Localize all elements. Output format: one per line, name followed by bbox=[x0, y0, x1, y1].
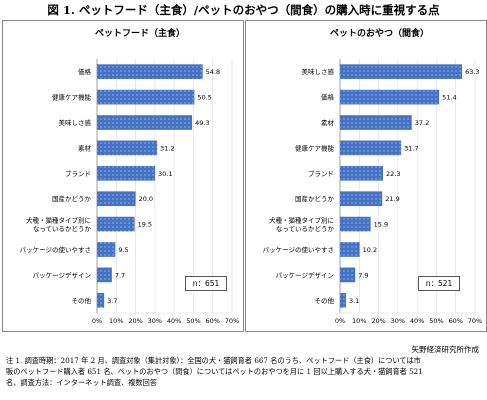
bar-value-label: 54.8 bbox=[206, 68, 220, 76]
bar bbox=[340, 165, 384, 181]
category-label: パッケージの使いやすさ bbox=[20, 245, 91, 254]
bar bbox=[340, 64, 463, 80]
bar bbox=[97, 89, 195, 105]
category-label: 犬種・猫種タイプ別に bbox=[26, 215, 91, 224]
bar-value-label: 37.2 bbox=[415, 119, 429, 127]
x-tick-label: 10% bbox=[109, 317, 123, 325]
bar bbox=[340, 89, 440, 105]
bar-chart-pet-food: 0% 10% 20% 30% 40% 50% 60% 70% 54.8 価格 50.5 健康ケア機能 4… bbox=[20, 59, 239, 325]
category-label: ブランド bbox=[65, 169, 91, 178]
sample-size-box-pet-food: n：651 bbox=[185, 276, 227, 292]
x-tick-label: 20% bbox=[128, 317, 142, 325]
bar-value-label: 49.3 bbox=[195, 119, 209, 127]
bar bbox=[97, 216, 135, 232]
chart-panel-pet-food: ペットフード（主食） 0% 10% 20% 30% 40% 50% 60% 70% 54.8 価格… bbox=[2, 20, 244, 332]
category-label: なっているかどうか bbox=[33, 225, 92, 233]
category-label: 国産かどうか bbox=[52, 194, 92, 203]
category-label: 美味しさ感 bbox=[302, 67, 335, 76]
bar-value-label: 51.4 bbox=[442, 94, 456, 102]
x-tick-label: 20% bbox=[371, 317, 385, 325]
bar-value-label: 10.2 bbox=[363, 246, 377, 254]
x-tick-label: 70% bbox=[468, 317, 482, 325]
bar bbox=[97, 242, 116, 257]
category-label: その他 bbox=[72, 296, 92, 305]
category-label: その他 bbox=[315, 296, 335, 305]
source-credit: 矢野経済研究所作成 bbox=[411, 345, 480, 354]
category-label: 犬種・猫種タイプ別に bbox=[269, 215, 334, 224]
bar bbox=[340, 292, 346, 308]
category-label: パッケージデザイン bbox=[33, 270, 91, 279]
category-label: 価格 bbox=[321, 93, 335, 102]
survey-notes: 注 1. 調査時期：2017 年 2 月、調査対象（集計対象）：全国の犬・猫飼育… bbox=[6, 355, 484, 388]
x-tick-label: 50% bbox=[429, 317, 443, 325]
bar bbox=[340, 267, 356, 283]
panel-title-pet-snack: ペットのおやつ（間食） bbox=[326, 27, 434, 41]
bar bbox=[340, 242, 360, 257]
x-tick-label: 30% bbox=[148, 317, 162, 325]
x-tick-label: 0% bbox=[335, 317, 345, 325]
x-tick-label: 60% bbox=[448, 317, 462, 325]
bar-value-label: 20.0 bbox=[139, 195, 153, 203]
bar bbox=[97, 64, 203, 80]
x-tick-label: 60% bbox=[205, 317, 219, 325]
bar-value-label: 31.2 bbox=[160, 144, 174, 152]
bar-value-label: 19.5 bbox=[138, 221, 152, 229]
x-tick-label: 40% bbox=[167, 317, 181, 325]
category-label: 素材 bbox=[321, 118, 335, 127]
bar bbox=[97, 165, 156, 181]
x-tick-label: 0% bbox=[92, 317, 102, 325]
bar-value-label: 3.1 bbox=[349, 297, 359, 305]
bar-value-label: 9.5 bbox=[118, 246, 128, 254]
chart-panel-pet-snack: ペットのおやつ（間食） 0% 10% 20% 30% 40% 50% 60% 70% 63.3 美… bbox=[245, 20, 487, 332]
bar bbox=[97, 267, 112, 283]
x-tick-label: 30% bbox=[391, 317, 405, 325]
figure-title: 図 1. ペットフード（主食）/ペットのおやつ（間食）の購入時に重視する点 bbox=[47, 3, 440, 17]
panel-title-pet-food: ペットフード（主食） bbox=[91, 27, 190, 41]
bar-value-label: 50.5 bbox=[197, 94, 211, 102]
bar bbox=[340, 140, 402, 156]
bar-chart-pet-snack: 0% 10% 20% 30% 40% 50% 60% 70% 63.3 美味しさ感 51.4 価格 37… bbox=[263, 59, 482, 325]
category-label: なっているかどうか bbox=[276, 225, 335, 233]
category-label: 美味しさ感 bbox=[59, 118, 92, 127]
bar-value-label: 30.1 bbox=[158, 170, 172, 178]
bar bbox=[340, 191, 383, 207]
bar-value-label: 22.3 bbox=[386, 170, 400, 178]
bar-value-label: 21.9 bbox=[385, 195, 399, 203]
sample-size-box-pet-snack: n：521 bbox=[418, 276, 460, 292]
bar bbox=[340, 115, 412, 130]
bar-value-label: 15.9 bbox=[374, 221, 388, 229]
category-label: 価格 bbox=[78, 67, 92, 76]
bar-value-label: 7.9 bbox=[358, 271, 368, 279]
category-label: 健康ケア機能 bbox=[52, 93, 92, 102]
category-label: 国産かどうか bbox=[295, 194, 335, 203]
bar bbox=[340, 216, 371, 232]
bar bbox=[97, 140, 158, 156]
bar bbox=[97, 115, 193, 130]
note-line: 名、調査方法：インターネット調査、複数回答 bbox=[6, 378, 157, 387]
bar bbox=[97, 292, 105, 308]
x-tick-label: 10% bbox=[352, 317, 366, 325]
category-label: パッケージの使いやすさ bbox=[263, 245, 334, 254]
category-label: ブランド bbox=[308, 169, 334, 178]
category-label: 健康ケア機能 bbox=[295, 143, 335, 152]
bar-value-label: 3.7 bbox=[107, 297, 117, 305]
x-tick-label: 50% bbox=[186, 317, 200, 325]
bar-value-label: 63.3 bbox=[465, 68, 479, 76]
bar-value-label: 7.7 bbox=[115, 271, 125, 279]
bar-value-label: 31.7 bbox=[404, 144, 418, 152]
note-line: 販のペットフード購入者 651 名、ペットのおやつ（間食）についてはペットのおや… bbox=[6, 367, 423, 376]
x-tick-label: 70% bbox=[225, 317, 239, 325]
category-label: パッケージデザイン bbox=[276, 270, 334, 279]
x-tick-label: 40% bbox=[410, 317, 424, 325]
bar bbox=[97, 191, 136, 207]
note-line: 注 1. 調査時期：2017 年 2 月、調査対象（集計対象）：全国の犬・猫飼育… bbox=[6, 356, 421, 365]
category-label: 素材 bbox=[78, 143, 92, 152]
